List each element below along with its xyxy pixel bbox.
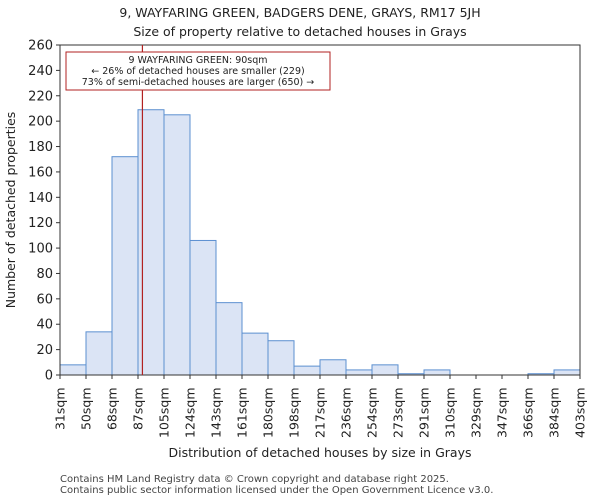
bar bbox=[371, 364, 399, 376]
y-tick-label: 60 bbox=[36, 292, 53, 307]
x-tick-label: 347sqm bbox=[495, 388, 510, 438]
chart-subtitle: Size of property relative to detached ho… bbox=[133, 24, 467, 39]
y-tick-label: 100 bbox=[28, 242, 53, 257]
x-tick-label: 403sqm bbox=[573, 388, 588, 438]
bar bbox=[241, 332, 269, 376]
x-tick-label: 50sqm bbox=[79, 388, 94, 431]
x-axis-label: Distribution of detached houses by size … bbox=[169, 445, 472, 460]
x-tick-label: 180sqm bbox=[261, 388, 276, 438]
annotation-line: 9 WAYFARING GREEN: 90sqm bbox=[128, 55, 267, 66]
x-tick-label: 254sqm bbox=[365, 388, 380, 438]
y-tick-label: 160 bbox=[28, 165, 53, 180]
x-tick-label: 105sqm bbox=[157, 388, 172, 438]
bar bbox=[423, 369, 451, 376]
y-tick-label: 0 bbox=[45, 369, 53, 384]
chart-title: 9, WAYFARING GREEN, BADGERS DENE, GRAYS,… bbox=[119, 5, 481, 20]
y-tick-label: 180 bbox=[28, 140, 53, 155]
bar bbox=[163, 114, 191, 376]
x-tick-label: 273sqm bbox=[391, 388, 406, 438]
bar bbox=[189, 239, 217, 376]
footer-line-1: Contains HM Land Registry data © Crown c… bbox=[60, 474, 449, 485]
x-tick-label: 310sqm bbox=[443, 388, 458, 438]
annotation-line: 73% of semi-detached houses are larger (… bbox=[82, 77, 315, 88]
x-tick-label: 384sqm bbox=[547, 388, 562, 438]
bar bbox=[111, 156, 139, 376]
bar bbox=[293, 365, 321, 376]
bar bbox=[85, 331, 113, 376]
x-tick-label: 68sqm bbox=[105, 388, 120, 431]
x-tick-label: 161sqm bbox=[235, 388, 250, 438]
y-tick-label: 260 bbox=[28, 39, 53, 54]
x-tick-label: 143sqm bbox=[209, 388, 224, 438]
bar bbox=[345, 369, 373, 376]
histogram-chart: 0 20 40 60 80 100 120 140 160 180 200 220 240 260 31sq… bbox=[3, 39, 588, 461]
y-axis-label: Number of detached properties bbox=[3, 112, 18, 309]
y-tick-label: 140 bbox=[28, 191, 53, 206]
x-tick-label: 31sqm bbox=[53, 388, 68, 431]
y-tick-label: 120 bbox=[28, 216, 53, 231]
x-tick-label: 198sqm bbox=[287, 388, 302, 438]
x-tick-label: 87sqm bbox=[131, 388, 146, 431]
x-tick-label: 124sqm bbox=[183, 388, 198, 438]
x-tick-label: 366sqm bbox=[521, 388, 536, 438]
bar bbox=[553, 369, 581, 376]
annotation-box bbox=[65, 51, 331, 91]
y-tick-label: 80 bbox=[36, 267, 53, 282]
bar bbox=[267, 340, 295, 376]
y-tick-label: 20 bbox=[36, 343, 53, 358]
bar bbox=[319, 359, 347, 376]
bar bbox=[59, 364, 87, 376]
y-tick-label: 40 bbox=[36, 318, 53, 333]
annotation-line: ← 26% of detached houses are smaller (22… bbox=[91, 66, 304, 77]
footer-line-2: Contains public sector information licen… bbox=[60, 485, 494, 496]
x-tick-label: 236sqm bbox=[339, 388, 354, 438]
y-tick-label: 220 bbox=[28, 89, 53, 104]
x-tick-label: 291sqm bbox=[417, 388, 432, 438]
x-tick-label: 329sqm bbox=[469, 388, 484, 438]
y-tick-label: 240 bbox=[28, 64, 53, 79]
bar bbox=[215, 302, 243, 376]
y-tick-label: 200 bbox=[28, 115, 53, 130]
x-tick-label: 217sqm bbox=[313, 388, 328, 438]
